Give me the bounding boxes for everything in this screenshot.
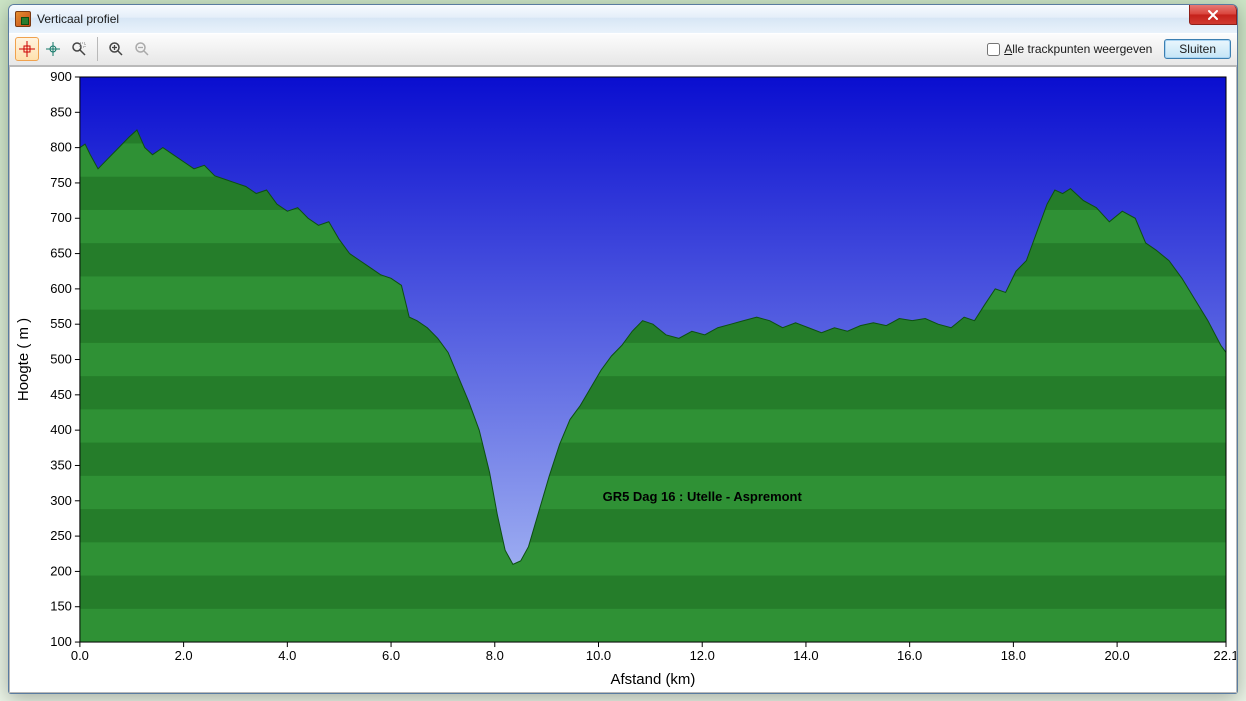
zoom-in-button[interactable] <box>104 37 128 61</box>
svg-text:20.0: 20.0 <box>1104 648 1129 663</box>
svg-text:GR5 Dag 16 : Utelle - Aspremon: GR5 Dag 16 : Utelle - Aspremont <box>603 489 803 504</box>
svg-text:700: 700 <box>50 210 72 225</box>
tool-group-cursor <box>15 37 91 61</box>
svg-text:18.0: 18.0 <box>1001 648 1026 663</box>
svg-text:850: 850 <box>50 104 72 119</box>
crosshair-icon <box>19 41 35 57</box>
svg-text:Hoogte ( m ): Hoogte ( m ) <box>15 318 32 401</box>
svg-text:300: 300 <box>50 493 72 508</box>
svg-text:400: 400 <box>50 422 72 437</box>
zoom-region-button[interactable] <box>67 37 91 61</box>
window-close-button[interactable] <box>1189 5 1237 25</box>
zoom-in-icon <box>108 41 124 57</box>
svg-text:800: 800 <box>50 140 72 155</box>
elevation-chart[interactable]: 100 150 200 250 300 350 400 450 500 550 600 650 700 7… <box>10 67 1236 692</box>
zoom-out-button[interactable] <box>130 37 154 61</box>
svg-text:16.0: 16.0 <box>897 648 922 663</box>
svg-text:550: 550 <box>50 316 72 331</box>
svg-text:14.0: 14.0 <box>793 648 818 663</box>
svg-text:4.0: 4.0 <box>278 648 296 663</box>
svg-text:500: 500 <box>50 352 72 367</box>
close-button[interactable]: Sluiten <box>1164 39 1231 59</box>
show-all-trackpoints-label[interactable]: Alle trackpunten weergeven <box>1004 42 1152 56</box>
zoom-region-icon <box>71 41 87 57</box>
svg-text:6.0: 6.0 <box>382 648 400 663</box>
svg-text:8.0: 8.0 <box>486 648 504 663</box>
crosshair-center-button[interactable] <box>15 37 39 61</box>
zoom-out-icon <box>134 41 150 57</box>
close-icon <box>1207 9 1219 21</box>
svg-text:650: 650 <box>50 246 72 261</box>
crosshair-small-icon <box>45 41 61 57</box>
svg-text:250: 250 <box>50 528 72 543</box>
toolbar: Alle trackpunten weergeven Sluiten <box>9 33 1237 66</box>
window-frame: Verticaal profiel <box>8 4 1238 694</box>
svg-text:12.0: 12.0 <box>690 648 715 663</box>
crosshair-follow-button[interactable] <box>41 37 65 61</box>
svg-text:0.0: 0.0 <box>71 648 89 663</box>
chart-area: 100 150 200 250 300 350 400 450 500 550 600 650 700 7… <box>9 66 1237 693</box>
svg-text:150: 150 <box>50 599 72 614</box>
svg-text:100: 100 <box>50 634 72 649</box>
svg-text:450: 450 <box>50 387 72 402</box>
svg-text:350: 350 <box>50 457 72 472</box>
toolbar-separator <box>97 37 98 61</box>
show-all-trackpoints-checkbox[interactable] <box>987 43 1000 56</box>
window-title: Verticaal profiel <box>37 12 119 26</box>
app-icon <box>15 11 31 27</box>
tool-group-zoom <box>104 37 154 61</box>
titlebar[interactable]: Verticaal profiel <box>9 5 1237 33</box>
svg-text:10.0: 10.0 <box>586 648 611 663</box>
svg-text:22.1: 22.1 <box>1213 648 1236 663</box>
show-all-trackpoints-wrap: Alle trackpunten weergeven <box>987 42 1152 56</box>
svg-text:750: 750 <box>50 175 72 190</box>
svg-text:200: 200 <box>50 563 72 578</box>
svg-text:2.0: 2.0 <box>175 648 193 663</box>
svg-text:Afstand (km): Afstand (km) <box>611 671 696 688</box>
svg-text:600: 600 <box>50 281 72 296</box>
svg-text:900: 900 <box>50 69 72 84</box>
